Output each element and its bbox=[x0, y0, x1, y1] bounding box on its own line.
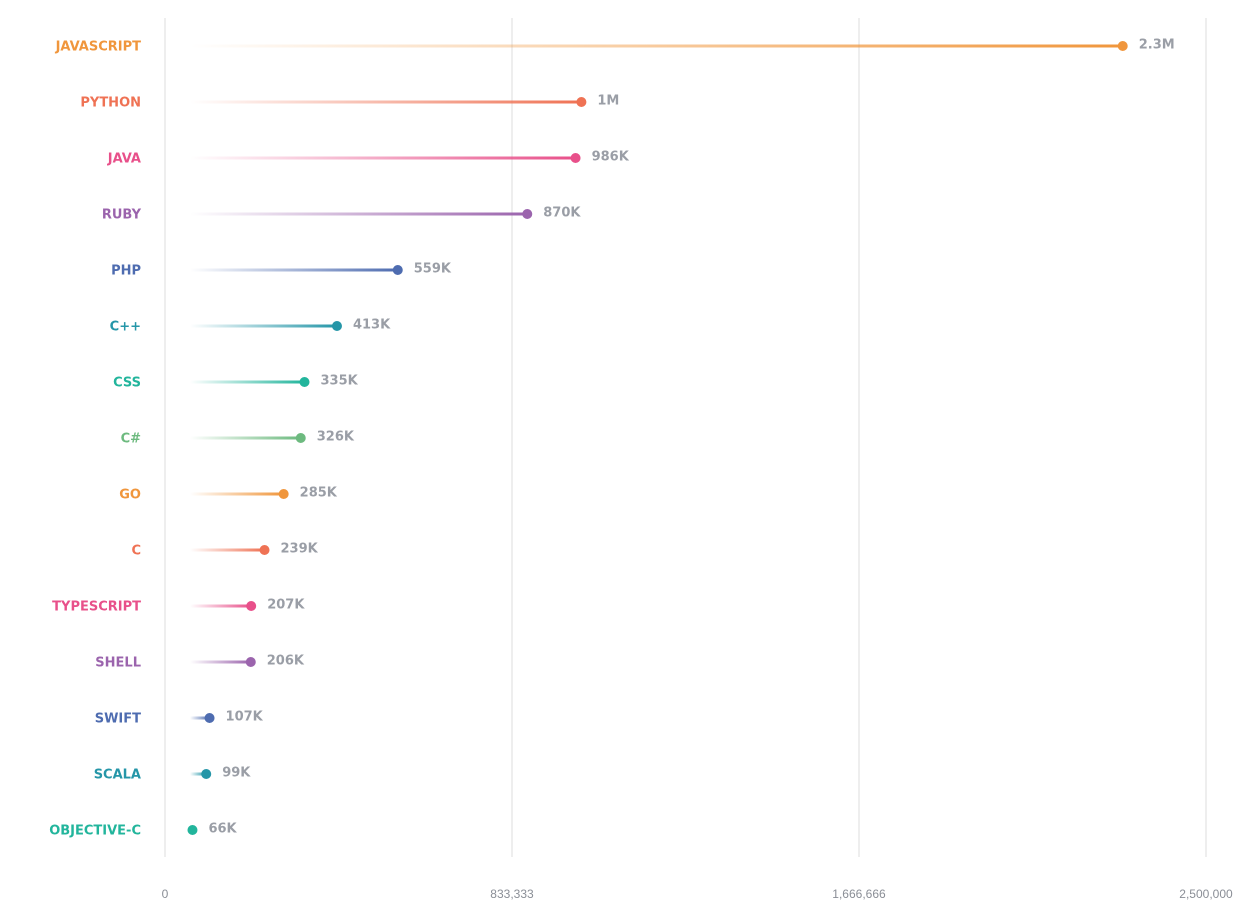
value-label: 1M bbox=[597, 94, 619, 109]
x-tick-label: 1,666,666 bbox=[832, 887, 886, 901]
value-label: 2.3M bbox=[1139, 38, 1175, 53]
category-label: C# bbox=[121, 432, 142, 447]
lollipop-dot bbox=[259, 545, 270, 555]
value-label: 413K bbox=[353, 318, 391, 333]
value-label: 285K bbox=[300, 486, 338, 501]
value-label: 206K bbox=[267, 654, 305, 669]
x-tick-label: 2,500,000 bbox=[1179, 887, 1233, 901]
category-label: CSS bbox=[113, 376, 141, 391]
lollipop-dot bbox=[331, 321, 342, 331]
value-label: 326K bbox=[317, 430, 355, 445]
category-label: C bbox=[131, 544, 141, 559]
lollipop-dot bbox=[576, 97, 587, 107]
category-label: JAVASCRIPT bbox=[55, 40, 142, 55]
value-label: 66K bbox=[208, 822, 237, 837]
category-label: SWIFT bbox=[95, 712, 141, 727]
lollipop-dot bbox=[278, 489, 289, 499]
value-label: 99K bbox=[222, 766, 251, 781]
lollipop-dot bbox=[392, 265, 403, 275]
category-label: SHELL bbox=[95, 656, 141, 671]
value-label: 107K bbox=[226, 710, 264, 725]
x-tick-label: 833,333 bbox=[490, 887, 534, 901]
lollipop-dot bbox=[245, 657, 256, 667]
lollipop-dot bbox=[522, 209, 533, 219]
lollipop-dot bbox=[246, 601, 257, 611]
category-label: PYTHON bbox=[80, 96, 141, 111]
x-tick-label: 0 bbox=[162, 887, 169, 901]
value-label: 335K bbox=[320, 374, 358, 389]
lollipop-dot bbox=[295, 433, 306, 443]
category-label: SCALA bbox=[94, 768, 141, 783]
value-label: 559K bbox=[414, 262, 452, 277]
category-label: JAVA bbox=[107, 152, 141, 167]
category-label: GO bbox=[119, 488, 141, 503]
category-label: TYPESCRIPT bbox=[52, 600, 141, 615]
value-label: 207K bbox=[267, 598, 305, 613]
lollipop-dot bbox=[1117, 41, 1128, 51]
category-label: OBJECTIVE-C bbox=[49, 824, 141, 839]
category-label: C++ bbox=[110, 320, 141, 335]
value-label: 870K bbox=[543, 206, 581, 221]
lollipop-dot bbox=[299, 377, 310, 387]
lollipop-dot bbox=[570, 153, 581, 163]
lollipop-dot bbox=[187, 825, 198, 835]
lollipop-dot bbox=[204, 713, 215, 723]
category-label: RUBY bbox=[102, 208, 142, 223]
value-label: 986K bbox=[592, 150, 630, 165]
lollipop-dot bbox=[201, 769, 212, 779]
category-label: PHP bbox=[111, 264, 141, 279]
value-label: 239K bbox=[281, 542, 319, 557]
